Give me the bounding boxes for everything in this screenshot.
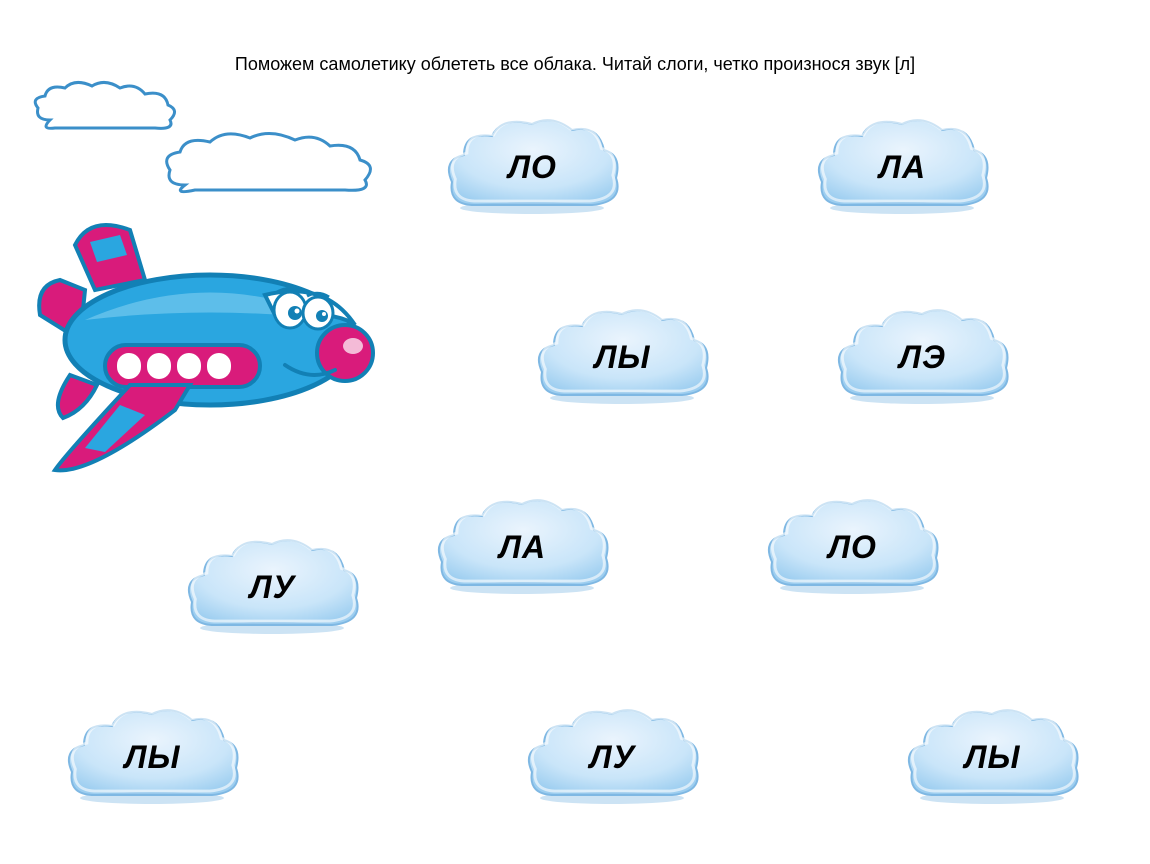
airplane-icon <box>35 210 395 480</box>
syllable-cloud: ЛУ <box>180 530 365 645</box>
syllable-label: ЛА <box>879 149 926 186</box>
syllable-label: ЛУ <box>590 739 636 776</box>
syllable-label: ЛЫ <box>965 739 1021 776</box>
syllable-label: ЛО <box>508 149 557 186</box>
outline-cloud <box>30 80 180 135</box>
syllable-cloud: ЛЫ <box>60 700 245 815</box>
syllable-cloud: ЛА <box>430 490 615 605</box>
syllable-cloud: ЛЫ <box>900 700 1085 815</box>
syllable-label: ЛА <box>499 529 546 566</box>
syllable-cloud: ЛЫ <box>530 300 715 415</box>
syllable-label: ЛЫ <box>595 339 651 376</box>
syllable-cloud: ЛА <box>810 110 995 225</box>
syllable-label: ЛЭ <box>899 339 946 376</box>
syllable-label: ЛУ <box>250 569 296 606</box>
syllable-cloud: ЛО <box>440 110 625 225</box>
syllable-label: ЛЫ <box>125 739 181 776</box>
syllable-cloud: ЛЭ <box>830 300 1015 415</box>
syllable-cloud: ЛУ <box>520 700 705 815</box>
page-title: Поможем самолетику облететь все облака. … <box>235 54 915 75</box>
outline-cloud <box>160 130 380 200</box>
syllable-label: ЛО <box>828 529 877 566</box>
syllable-cloud: ЛО <box>760 490 945 605</box>
